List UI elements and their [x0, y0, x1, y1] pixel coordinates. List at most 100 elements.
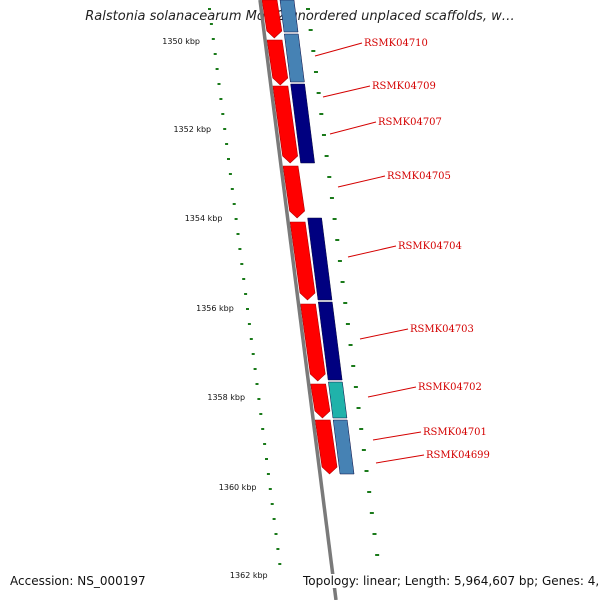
label-leader-lines — [314, 42, 425, 464]
scale-tick — [249, 338, 253, 340]
scale-tick — [236, 233, 240, 235]
scale-label: 1352 kbp — [173, 125, 211, 134]
scale-tick — [263, 443, 267, 445]
strand-tick — [345, 323, 350, 325]
gene-label[interactable]: RSMK04704 — [398, 241, 462, 252]
forward-gene-arrow — [272, 85, 298, 164]
reverse-strand-track — [279, 0, 355, 475]
scale-tick — [227, 158, 230, 160]
leader-line — [329, 121, 377, 135]
gene-label[interactable]: RSMK04701 — [423, 427, 487, 438]
leader-line — [314, 42, 363, 57]
scale-tick — [246, 308, 249, 310]
scale-labels: 1350 kbp 1352 kbp 1354 kbp 1356 kbp 1358 kbp… — [162, 37, 267, 580]
scale-tick — [244, 293, 248, 295]
gene-label[interactable]: RSMK04710 — [364, 38, 428, 49]
strand-tick — [340, 281, 345, 283]
strand-tick — [311, 50, 316, 52]
scale-tick — [225, 143, 229, 145]
strand-tick — [321, 134, 326, 136]
forward-strand-track — [261, 0, 338, 475]
forward-gene-arrow — [289, 221, 316, 301]
accession-text: Accession: NS_000197 — [10, 574, 146, 588]
scale-tick — [228, 173, 232, 175]
strand-tick — [367, 491, 372, 493]
strand-tick — [361, 449, 366, 451]
strand-tick — [359, 428, 364, 430]
forward-gene-arrow — [310, 383, 331, 419]
leader-line — [322, 85, 371, 98]
leader-line — [372, 431, 422, 441]
strand-tick — [337, 260, 342, 262]
scale-label: 1358 kbp — [207, 393, 245, 402]
reverse-gene-block — [307, 217, 333, 301]
strand-tick — [351, 365, 356, 367]
gene-label[interactable]: RSMK04707 — [378, 117, 442, 128]
scale-tick — [251, 353, 255, 355]
scale-tick — [272, 518, 276, 520]
left-tick-track — [208, 8, 282, 565]
strand-tick — [335, 239, 340, 241]
scale-tick — [257, 398, 261, 400]
scale-tick — [261, 428, 265, 430]
strand-tick — [369, 512, 374, 514]
scale-label: 1360 kbp — [219, 483, 257, 492]
strand-tick — [356, 407, 361, 409]
strand-tick — [308, 29, 313, 31]
leader-line — [375, 454, 425, 464]
reverse-gene-block — [284, 33, 305, 83]
forward-gene-arrow — [300, 303, 326, 382]
reverse-gene-block — [290, 83, 315, 164]
strand-tick — [329, 197, 334, 199]
scale-tick — [232, 203, 236, 205]
forward-gene-arrow — [266, 39, 289, 86]
strand-tick — [353, 386, 358, 388]
scale-tick — [274, 533, 278, 535]
leader-line — [337, 175, 386, 188]
strand-tick — [343, 302, 348, 304]
strand-tick — [316, 92, 321, 94]
scale-tick — [247, 323, 251, 325]
sequence-backbone — [258, 0, 338, 600]
strand-tick — [327, 176, 332, 178]
reverse-gene-block — [332, 419, 355, 475]
scale-tick — [223, 128, 227, 130]
scale-label: 1356 kbp — [196, 304, 234, 313]
scale-tick — [213, 53, 217, 55]
strand-tick — [332, 218, 337, 220]
reverse-gene-block — [317, 301, 343, 381]
scale-tick — [240, 263, 244, 265]
gene-label[interactable]: RSMK04702 — [418, 382, 482, 393]
scale-tick — [209, 23, 213, 25]
leader-line — [347, 245, 397, 258]
strand-tick — [306, 8, 310, 10]
reverse-gene-block — [279, 0, 299, 33]
gene-label[interactable]: RSMK04699 — [426, 450, 490, 461]
scale-tick — [255, 383, 259, 385]
strand-tick — [319, 113, 324, 115]
leader-line — [367, 386, 417, 398]
scale-tick — [268, 488, 272, 490]
gene-label[interactable]: RSMK04703 — [410, 324, 474, 335]
gene-labels: RSMK04710 RSMK04709 RSMK04707 RSMK04705 RSMK… — [364, 38, 490, 461]
gene-label[interactable]: RSMK04705 — [387, 171, 451, 182]
scale-tick — [242, 278, 246, 280]
gene-label[interactable]: RSMK04709 — [372, 81, 436, 92]
scale-tick — [278, 563, 282, 565]
strand-tick — [364, 470, 369, 472]
forward-gene-arrow — [261, 0, 283, 39]
scale-label: 1354 kbp — [185, 214, 223, 223]
scale-tick — [215, 68, 219, 70]
scale-tick — [219, 98, 223, 100]
forward-gene-arrow — [282, 165, 305, 219]
scale-tick — [208, 8, 211, 10]
map-title: Ralstonia solanacearum MolK2 unordered u… — [85, 9, 515, 24]
strand-tick — [375, 554, 380, 556]
leader-line — [359, 328, 409, 340]
strand-tick — [324, 155, 329, 157]
scale-tick — [276, 548, 280, 550]
scale-tick — [265, 458, 268, 460]
scale-label: 1362 kbp — [230, 571, 268, 580]
forward-gene-arrow — [314, 419, 338, 475]
